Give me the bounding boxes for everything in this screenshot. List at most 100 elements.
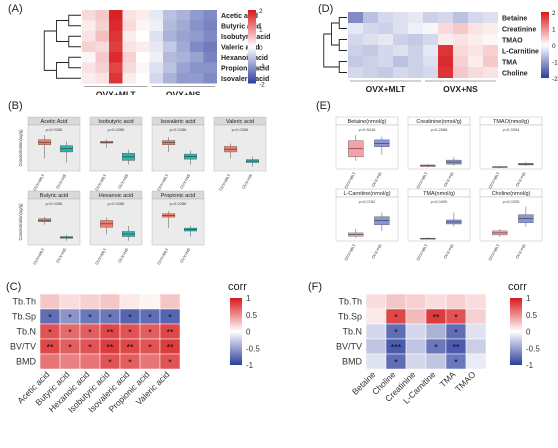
significance-star: * — [108, 313, 112, 323]
heatmap-cell — [122, 52, 136, 63]
heatmap-cell — [82, 10, 96, 21]
heatmap-cell — [203, 20, 217, 31]
heatmap-cell — [348, 12, 363, 23]
row-label: Isobutyric acid — [221, 34, 270, 41]
group-tick: OVX+MLT — [94, 173, 108, 192]
heatmap-cell — [393, 23, 408, 34]
legend-tick: 0.5 — [526, 311, 538, 320]
row-label: Propionic acid — [221, 65, 269, 72]
heatmap-cell — [136, 62, 150, 73]
group-tick: OVX+NS — [514, 171, 527, 188]
scale-tick: 1 — [259, 26, 263, 33]
plot-bg — [335, 124, 399, 170]
heatmap-cell — [423, 34, 438, 45]
group-tick: OVX+MLT — [343, 243, 357, 262]
dendrogram-branch — [338, 39, 347, 51]
p-value: p=0.2658 — [431, 127, 449, 132]
dendrogram-branch — [68, 35, 81, 48]
heatmap-cell — [423, 56, 438, 67]
corr-cell — [465, 323, 487, 340]
heatmap-cell — [82, 20, 96, 31]
corr-cell — [425, 323, 447, 340]
heatmap-cell — [136, 31, 150, 42]
heatmap-cell — [149, 52, 163, 63]
row-label: Hexanoic acid — [221, 55, 268, 62]
corr-cell — [39, 293, 61, 310]
heatmap-cell — [203, 52, 217, 63]
legend-tick: 1 — [526, 294, 531, 303]
heatmap-cell — [483, 23, 498, 34]
subplot: Propionic acid p=0.0286 OVX+MLT OVX+NS — [151, 190, 205, 266]
significance-star: * — [48, 313, 52, 323]
subplot: Butyric acid p=0.0286 Concentration(ug/g) O… — [18, 190, 81, 266]
significance-star: * — [394, 313, 398, 323]
dendrogram-branch — [68, 56, 81, 69]
p-value: p=0.0762 — [359, 199, 377, 204]
corr-cell — [79, 353, 101, 370]
heatmap-cell — [109, 62, 123, 73]
legend-tick: -1 — [246, 361, 254, 370]
heatmap-cell — [190, 20, 204, 31]
group-tick: OVX+MLT — [415, 243, 429, 262]
heatmap-cell — [109, 31, 123, 42]
heatmap-cell — [483, 67, 498, 78]
significance-star: * — [148, 328, 152, 338]
heatmap-cell — [136, 41, 150, 52]
heatmap-cell — [95, 20, 109, 31]
corr-cell — [465, 308, 487, 325]
heatmap-cell — [163, 73, 177, 84]
heatmap-cell — [136, 73, 150, 84]
heatmap-cell — [348, 67, 363, 78]
row-label: L-Carnitine — [502, 48, 539, 55]
heatmap-cell — [149, 62, 163, 73]
heatmap-cell — [453, 23, 468, 34]
heatmap-cell — [423, 45, 438, 56]
heatmap-cell — [109, 73, 123, 84]
heatmap-cell — [82, 52, 96, 63]
row-label: Acetic acid — [221, 13, 258, 20]
heatmap-cell — [423, 67, 438, 78]
heatmap-cell — [109, 10, 123, 21]
panel-e: (E) Betaine(nmol/g) p=0.8418 OVX+MLT OVX+NS C… — [286, 95, 558, 270]
strip-title: Betaine(nmol/g) — [348, 119, 387, 125]
group-label: OVX+NS — [166, 90, 201, 96]
group-tick: OVX+NS — [370, 243, 383, 260]
strip-title: Butyric acid — [40, 193, 68, 199]
strip-title: Creatinine(nmol/g) — [416, 119, 461, 125]
heatmap-cell — [95, 73, 109, 84]
heatmap-cell — [483, 56, 498, 67]
legend-tick: 0.5 — [246, 311, 258, 320]
heatmap-cell — [149, 20, 163, 31]
corr-cell — [405, 323, 427, 340]
scale-tick: 0 — [259, 45, 263, 52]
group-tick: OVX+NS — [179, 247, 192, 264]
significance-star: ** — [126, 343, 134, 353]
p-value: p=0.0400 — [431, 199, 449, 204]
strip-title: Acetic Acid — [41, 119, 68, 125]
heatmap-cell — [438, 67, 453, 78]
heatmap-cell — [95, 41, 109, 52]
row-label: Tb.N — [342, 327, 362, 337]
corr-cell — [465, 353, 487, 370]
heatmap-cell — [122, 73, 136, 84]
heatmap-cell — [438, 45, 453, 56]
heatmap-cell — [149, 41, 163, 52]
heatmap-cell — [468, 23, 483, 34]
corr-cell — [39, 353, 61, 370]
heatmap-cell — [348, 34, 363, 45]
group-label: OVX+MLT — [366, 84, 407, 94]
heatmap-cell — [163, 10, 177, 21]
heatmap-cell — [393, 56, 408, 67]
heatmap-cell — [176, 31, 190, 42]
significance-star: * — [68, 328, 72, 338]
group-tick: OVX+MLT — [487, 243, 501, 262]
heatmap-cell — [378, 12, 393, 23]
plot-bg — [151, 198, 205, 246]
scale-tick: 1 — [552, 27, 556, 34]
group-label: OVX+NS — [443, 84, 478, 94]
color-scale — [541, 12, 549, 78]
heatmap-cell — [122, 62, 136, 73]
